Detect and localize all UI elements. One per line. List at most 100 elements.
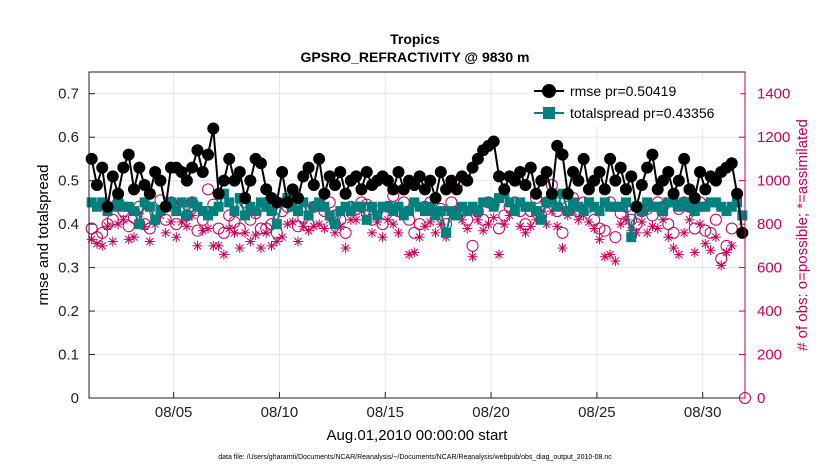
rmse-point bbox=[270, 196, 283, 209]
y2-tick-label: 1400 bbox=[757, 86, 790, 103]
totalspread-point bbox=[583, 197, 594, 208]
rmse-point bbox=[101, 200, 114, 213]
totalspread-point bbox=[695, 201, 706, 212]
rmse-point bbox=[286, 183, 299, 196]
rmse-point bbox=[667, 187, 680, 200]
rmse-point bbox=[307, 179, 320, 192]
obs-assimilated-point bbox=[589, 223, 600, 234]
rmse-point bbox=[551, 139, 564, 152]
obs-assimilated-point bbox=[107, 236, 118, 247]
totalspread-point bbox=[393, 201, 404, 212]
obs-possible-point bbox=[598, 224, 611, 237]
totalspread-point bbox=[356, 201, 367, 212]
obs-assimilated-point bbox=[515, 221, 526, 232]
obs-assimilated-point bbox=[414, 232, 425, 243]
totalspread-point bbox=[144, 201, 155, 212]
rmse-point bbox=[106, 170, 119, 183]
rmse-point bbox=[519, 179, 532, 192]
y-tick-label: 0.5 bbox=[58, 173, 79, 190]
obs-assimilated-point bbox=[298, 221, 309, 232]
rmse-point bbox=[493, 170, 505, 183]
totalspread-point bbox=[319, 201, 330, 212]
obs-assimilated-point bbox=[266, 240, 277, 251]
rmse-point bbox=[625, 170, 638, 183]
totalspread-point bbox=[330, 219, 340, 230]
obs-assimilated-point bbox=[128, 232, 139, 243]
obs-assimilated-point bbox=[319, 223, 330, 234]
chart-title: Tropics bbox=[390, 31, 440, 47]
rmse-point bbox=[450, 183, 463, 196]
totalspread-point bbox=[255, 197, 266, 208]
obs-possible-point bbox=[85, 222, 98, 235]
obs-assimilated-point bbox=[716, 260, 727, 271]
rmse-point bbox=[186, 161, 199, 174]
obs-assimilated-point bbox=[419, 221, 430, 232]
obs-assimilated-point bbox=[488, 212, 499, 223]
rmse-point bbox=[339, 187, 352, 200]
obs-possible-point bbox=[122, 220, 135, 233]
rmse-point bbox=[725, 157, 738, 170]
totalspread-point bbox=[705, 197, 716, 208]
rmse-point bbox=[133, 161, 146, 174]
rmse-point bbox=[228, 174, 241, 187]
y2-tick-label: 600 bbox=[757, 260, 782, 277]
obs-assimilated-point bbox=[292, 236, 303, 247]
obs-possible-point bbox=[609, 231, 622, 244]
totalspread-point bbox=[224, 197, 235, 208]
rmse-point bbox=[572, 174, 585, 187]
totalspread-point bbox=[345, 206, 356, 217]
obs-assimilated-point bbox=[330, 227, 340, 238]
totalspread-point bbox=[404, 206, 415, 217]
totalspread-point bbox=[250, 206, 261, 217]
totalspread-point bbox=[287, 201, 298, 212]
x-tick-label: 08/05 bbox=[155, 404, 193, 421]
totalspread-point bbox=[647, 201, 658, 212]
totalspread-point bbox=[139, 197, 150, 208]
totalspread-point bbox=[610, 201, 621, 212]
obs-assimilated-point bbox=[695, 219, 706, 230]
obs-assimilated-point bbox=[525, 221, 536, 232]
rmse-point bbox=[588, 174, 601, 187]
totalspread-point bbox=[292, 206, 303, 217]
y-axis-label: rmse and totalspread bbox=[35, 165, 52, 306]
obs-assimilated-point bbox=[113, 219, 124, 230]
obs-assimilated-point bbox=[573, 214, 584, 225]
obs-assimilated-point bbox=[118, 214, 129, 225]
obs-assimilated-point bbox=[605, 249, 616, 260]
totalspread-point bbox=[123, 201, 134, 212]
rmse-point bbox=[582, 183, 595, 196]
totalspread-point bbox=[668, 197, 679, 208]
totalspread-point bbox=[515, 197, 526, 208]
totalspread-point bbox=[419, 206, 430, 217]
totalspread-point bbox=[155, 206, 166, 217]
rmse-point bbox=[202, 148, 215, 161]
rmse-point bbox=[567, 165, 580, 178]
totalspread-point bbox=[335, 206, 346, 217]
totalspread-point bbox=[361, 214, 372, 225]
rmse-point bbox=[630, 200, 643, 213]
rmse-point bbox=[318, 187, 331, 200]
rmse-point bbox=[461, 174, 474, 187]
rmse-point bbox=[635, 179, 648, 192]
totalspread-point bbox=[552, 201, 563, 212]
totalspread-point bbox=[658, 206, 668, 217]
obs-assimilated-point bbox=[726, 240, 737, 251]
obs-assimilated-point bbox=[97, 240, 108, 251]
obs-assimilated-point bbox=[552, 221, 563, 232]
totalspread-point bbox=[642, 197, 653, 208]
rmse-point bbox=[672, 174, 685, 187]
totalspread-point bbox=[509, 206, 520, 217]
obs-assimilated-point bbox=[234, 243, 245, 254]
obs-assimilated-point bbox=[102, 221, 113, 232]
obs-assimilated-point bbox=[710, 232, 721, 243]
rmse-point bbox=[662, 165, 675, 178]
rmse-point bbox=[619, 183, 632, 196]
totalspread-point bbox=[721, 206, 732, 217]
obs-assimilated-point bbox=[520, 227, 531, 238]
rmse-point bbox=[254, 157, 267, 170]
rmse-point bbox=[545, 187, 558, 200]
obs-assimilated-point bbox=[494, 249, 504, 260]
obs-assimilated-point bbox=[91, 238, 102, 249]
totalspread-point bbox=[451, 210, 462, 221]
rmse-point bbox=[429, 192, 442, 205]
